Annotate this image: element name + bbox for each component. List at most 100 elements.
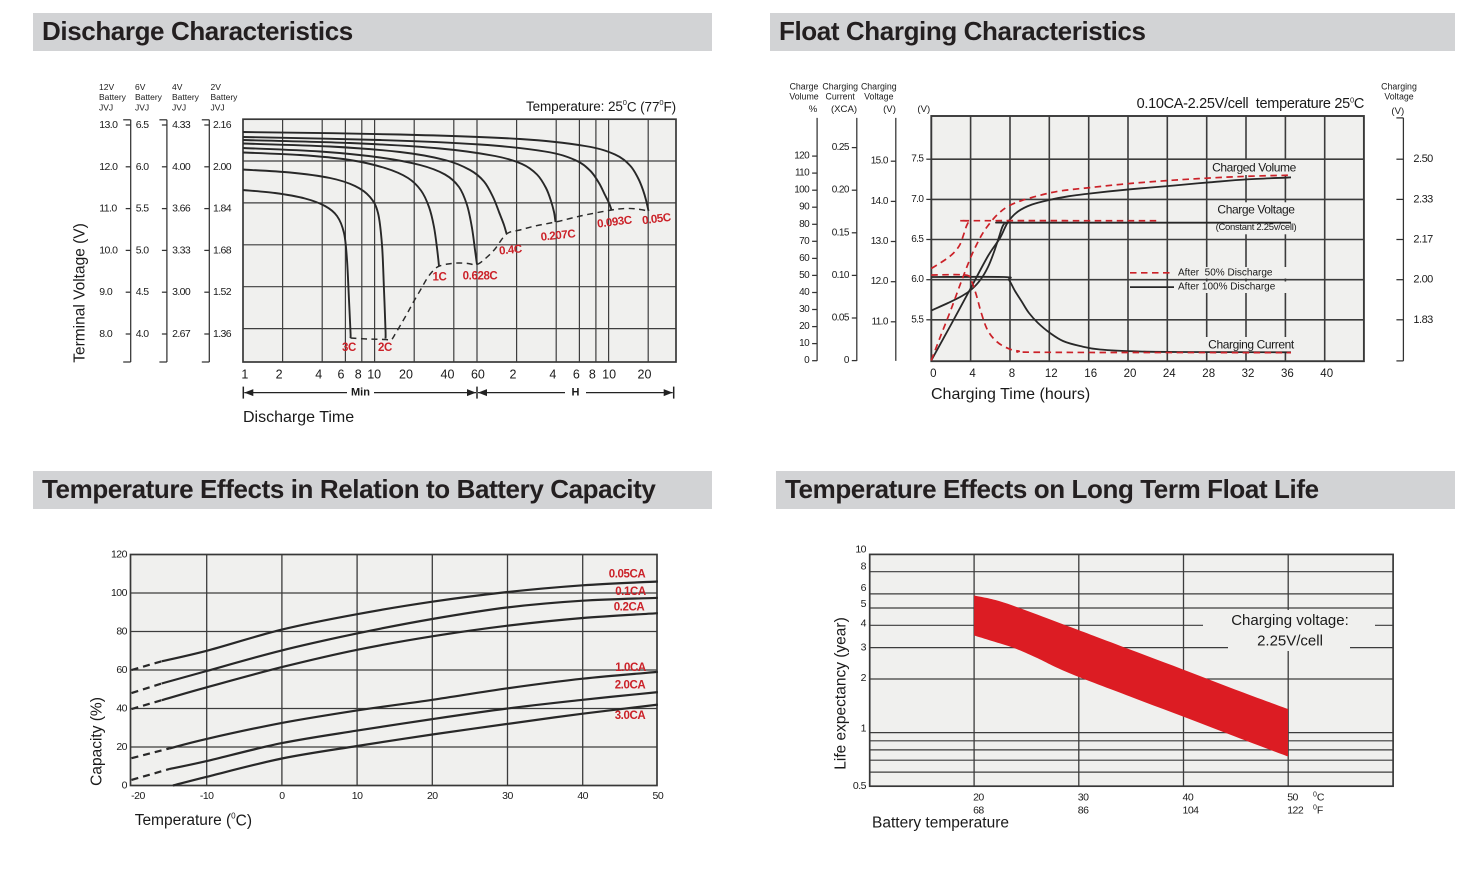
svg-text:20: 20 xyxy=(427,790,438,802)
svg-text:13.0: 13.0 xyxy=(99,119,118,131)
svg-text:3C: 3C xyxy=(342,342,356,354)
svg-text:2V: 2V xyxy=(211,82,222,92)
svg-text:0.5: 0.5 xyxy=(853,780,867,792)
svg-text:12V: 12V xyxy=(99,82,114,92)
svg-text:4: 4 xyxy=(315,368,322,382)
svg-text:120: 120 xyxy=(794,151,810,162)
svg-text:Terminal Voltage (V): Terminal Voltage (V) xyxy=(72,223,89,363)
svg-text:4.33: 4.33 xyxy=(172,119,191,131)
svg-text:Charge Voltage: Charge Voltage xyxy=(1217,203,1295,217)
svg-text:12.0: 12.0 xyxy=(871,276,889,287)
svg-text:2C: 2C xyxy=(378,342,392,354)
svg-text:Charging: Charging xyxy=(822,81,858,91)
svg-text:5.5: 5.5 xyxy=(911,314,924,325)
svg-text:-20: -20 xyxy=(131,790,145,802)
svg-text:2.00: 2.00 xyxy=(1413,274,1433,286)
svg-text:4.00: 4.00 xyxy=(172,161,191,173)
svg-text:4.0: 4.0 xyxy=(136,328,150,340)
svg-text:7.5: 7.5 xyxy=(911,154,924,165)
svg-text:JVJ: JVJ xyxy=(172,102,186,112)
svg-text:11.0: 11.0 xyxy=(99,203,117,215)
svg-text:8: 8 xyxy=(861,561,867,573)
svg-text:4: 4 xyxy=(861,617,867,629)
svg-text:6: 6 xyxy=(573,368,580,382)
svg-text:%: % xyxy=(809,104,818,115)
svg-text:80: 80 xyxy=(116,626,127,638)
svg-text:-10: -10 xyxy=(200,790,214,802)
svg-text:30: 30 xyxy=(502,790,513,802)
svg-text:0.05CA: 0.05CA xyxy=(609,569,646,581)
svg-text:1: 1 xyxy=(241,368,248,382)
svg-text:1.68: 1.68 xyxy=(213,244,232,256)
svg-text:After 50% Discharge: After 50% Discharge xyxy=(1178,267,1273,278)
svg-text:(V): (V) xyxy=(1391,106,1404,117)
svg-text:86: 86 xyxy=(1078,805,1089,817)
svg-text:Charging Current: Charging Current xyxy=(1208,337,1295,351)
svg-text:Charging Time (hours): Charging Time (hours) xyxy=(931,386,1090,403)
svg-text:Temperature: 250C (770F): Temperature: 250C (770F) xyxy=(526,98,676,115)
svg-text:0.25: 0.25 xyxy=(832,142,850,153)
svg-text:20: 20 xyxy=(799,321,810,332)
svg-text:12: 12 xyxy=(1045,368,1058,380)
svg-text:Battery: Battery xyxy=(99,92,127,102)
svg-text:6.0: 6.0 xyxy=(911,274,924,285)
svg-text:Battery: Battery xyxy=(172,92,200,102)
svg-text:Battery: Battery xyxy=(211,92,239,102)
svg-text:1.36: 1.36 xyxy=(213,328,232,340)
svg-text:36: 36 xyxy=(1281,368,1294,380)
svg-text:0: 0 xyxy=(122,780,128,792)
svg-text:40: 40 xyxy=(116,703,127,715)
svg-text:10: 10 xyxy=(352,790,363,802)
svg-text:40: 40 xyxy=(1183,792,1194,804)
svg-text:Life expectancy (year): Life expectancy (year) xyxy=(833,617,850,770)
svg-text:0.05C: 0.05C xyxy=(642,212,672,227)
svg-text:6.5: 6.5 xyxy=(136,119,150,131)
svg-text:4V: 4V xyxy=(172,82,183,92)
svg-text:Discharge Time: Discharge Time xyxy=(243,409,354,426)
svg-text:8: 8 xyxy=(355,368,362,382)
svg-text:Charge: Charge xyxy=(790,81,819,91)
svg-text:Temperature (0C): Temperature (0C) xyxy=(135,811,252,829)
svg-text:2.00: 2.00 xyxy=(213,161,232,173)
svg-text:2: 2 xyxy=(861,672,867,684)
svg-text:2.16: 2.16 xyxy=(213,119,232,131)
svg-text:110: 110 xyxy=(795,168,810,179)
svg-text:13.0: 13.0 xyxy=(871,236,889,247)
svg-text:1.83: 1.83 xyxy=(1413,314,1433,326)
svg-text:Charging voltage:: Charging voltage: xyxy=(1231,612,1349,629)
svg-text:120: 120 xyxy=(111,549,128,561)
svg-text:0F: 0F xyxy=(1313,804,1323,817)
svg-text:3: 3 xyxy=(861,642,867,654)
svg-text:0.2CA: 0.2CA xyxy=(614,602,645,614)
svg-text:2: 2 xyxy=(276,368,283,382)
svg-text:4.5: 4.5 xyxy=(136,286,150,298)
svg-text:Charged Volume: Charged Volume xyxy=(1212,160,1297,174)
svg-text:Battery temperature: Battery temperature xyxy=(872,815,1009,832)
svg-text:100: 100 xyxy=(794,185,810,196)
svg-text:0.15: 0.15 xyxy=(832,227,850,238)
svg-text:Current: Current xyxy=(826,91,856,101)
svg-text:10.0: 10.0 xyxy=(99,244,118,256)
svg-text:Charging: Charging xyxy=(1381,81,1417,91)
svg-text:0: 0 xyxy=(804,355,810,366)
svg-text:2.50: 2.50 xyxy=(1413,153,1433,165)
svg-text:40: 40 xyxy=(577,790,588,802)
svg-text:40: 40 xyxy=(799,287,810,298)
svg-text:1.0CA: 1.0CA xyxy=(615,662,646,674)
svg-text:2.25V/cell: 2.25V/cell xyxy=(1257,633,1323,650)
svg-text:0.4C: 0.4C xyxy=(499,243,523,257)
svg-text:14.0: 14.0 xyxy=(871,196,889,207)
svg-text:10: 10 xyxy=(367,368,381,382)
svg-text:2: 2 xyxy=(510,368,517,382)
svg-text:100: 100 xyxy=(111,587,128,599)
svg-text:Voltage: Voltage xyxy=(864,91,893,101)
svg-text:68: 68 xyxy=(973,805,984,817)
svg-text:11.0: 11.0 xyxy=(871,316,888,327)
svg-text:0.10CA-2.25V/cell temperature: 0.10CA-2.25V/cell temperature 250C xyxy=(1137,95,1364,112)
svg-text:4: 4 xyxy=(549,368,556,382)
svg-text:40: 40 xyxy=(441,368,455,382)
svg-text:(Constant 2.25v/cell): (Constant 2.25v/cell) xyxy=(1216,222,1297,233)
svg-text:Voltage: Voltage xyxy=(1384,91,1413,101)
svg-text:5: 5 xyxy=(861,598,867,610)
svg-text:7.0: 7.0 xyxy=(911,194,924,205)
